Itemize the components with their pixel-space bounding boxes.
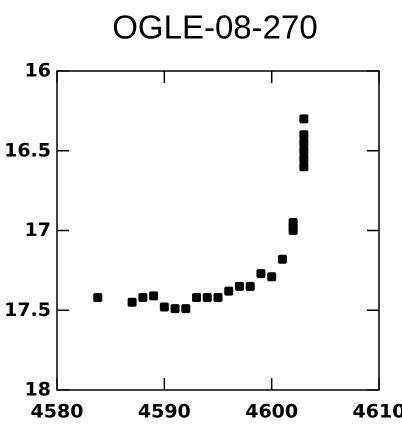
point — [288, 226, 298, 235]
point — [299, 146, 309, 156]
point — [181, 304, 191, 314]
point — [159, 302, 169, 312]
chart-title: OGLE-08-270 — [112, 9, 317, 46]
point — [267, 272, 277, 282]
point — [245, 281, 255, 291]
point — [299, 114, 309, 124]
x-tick-label: 4600 — [245, 401, 298, 423]
y-tick-label: 16 — [25, 60, 51, 82]
x-tick-label: 4580 — [31, 401, 84, 423]
x-tick-label: 4610 — [353, 401, 402, 423]
point — [234, 281, 244, 291]
y-tick-label: 17 — [25, 219, 51, 241]
point — [93, 292, 103, 302]
y-tick-label: 18 — [25, 379, 51, 401]
point — [170, 304, 180, 314]
point — [288, 218, 298, 228]
point — [138, 292, 148, 302]
y-tick-label: 16.5 — [4, 139, 51, 161]
y-tick-label: 17.5 — [4, 299, 51, 321]
point — [256, 269, 266, 279]
point — [149, 291, 159, 301]
point — [224, 286, 234, 296]
point — [277, 254, 287, 264]
x-tick-label: 4590 — [138, 401, 191, 423]
point — [299, 154, 309, 164]
plot-frame — [56, 70, 380, 391]
point — [299, 130, 309, 140]
point — [299, 162, 309, 172]
point — [202, 292, 212, 302]
point — [299, 138, 309, 148]
point — [192, 292, 202, 302]
point — [213, 292, 223, 302]
point — [127, 297, 137, 307]
